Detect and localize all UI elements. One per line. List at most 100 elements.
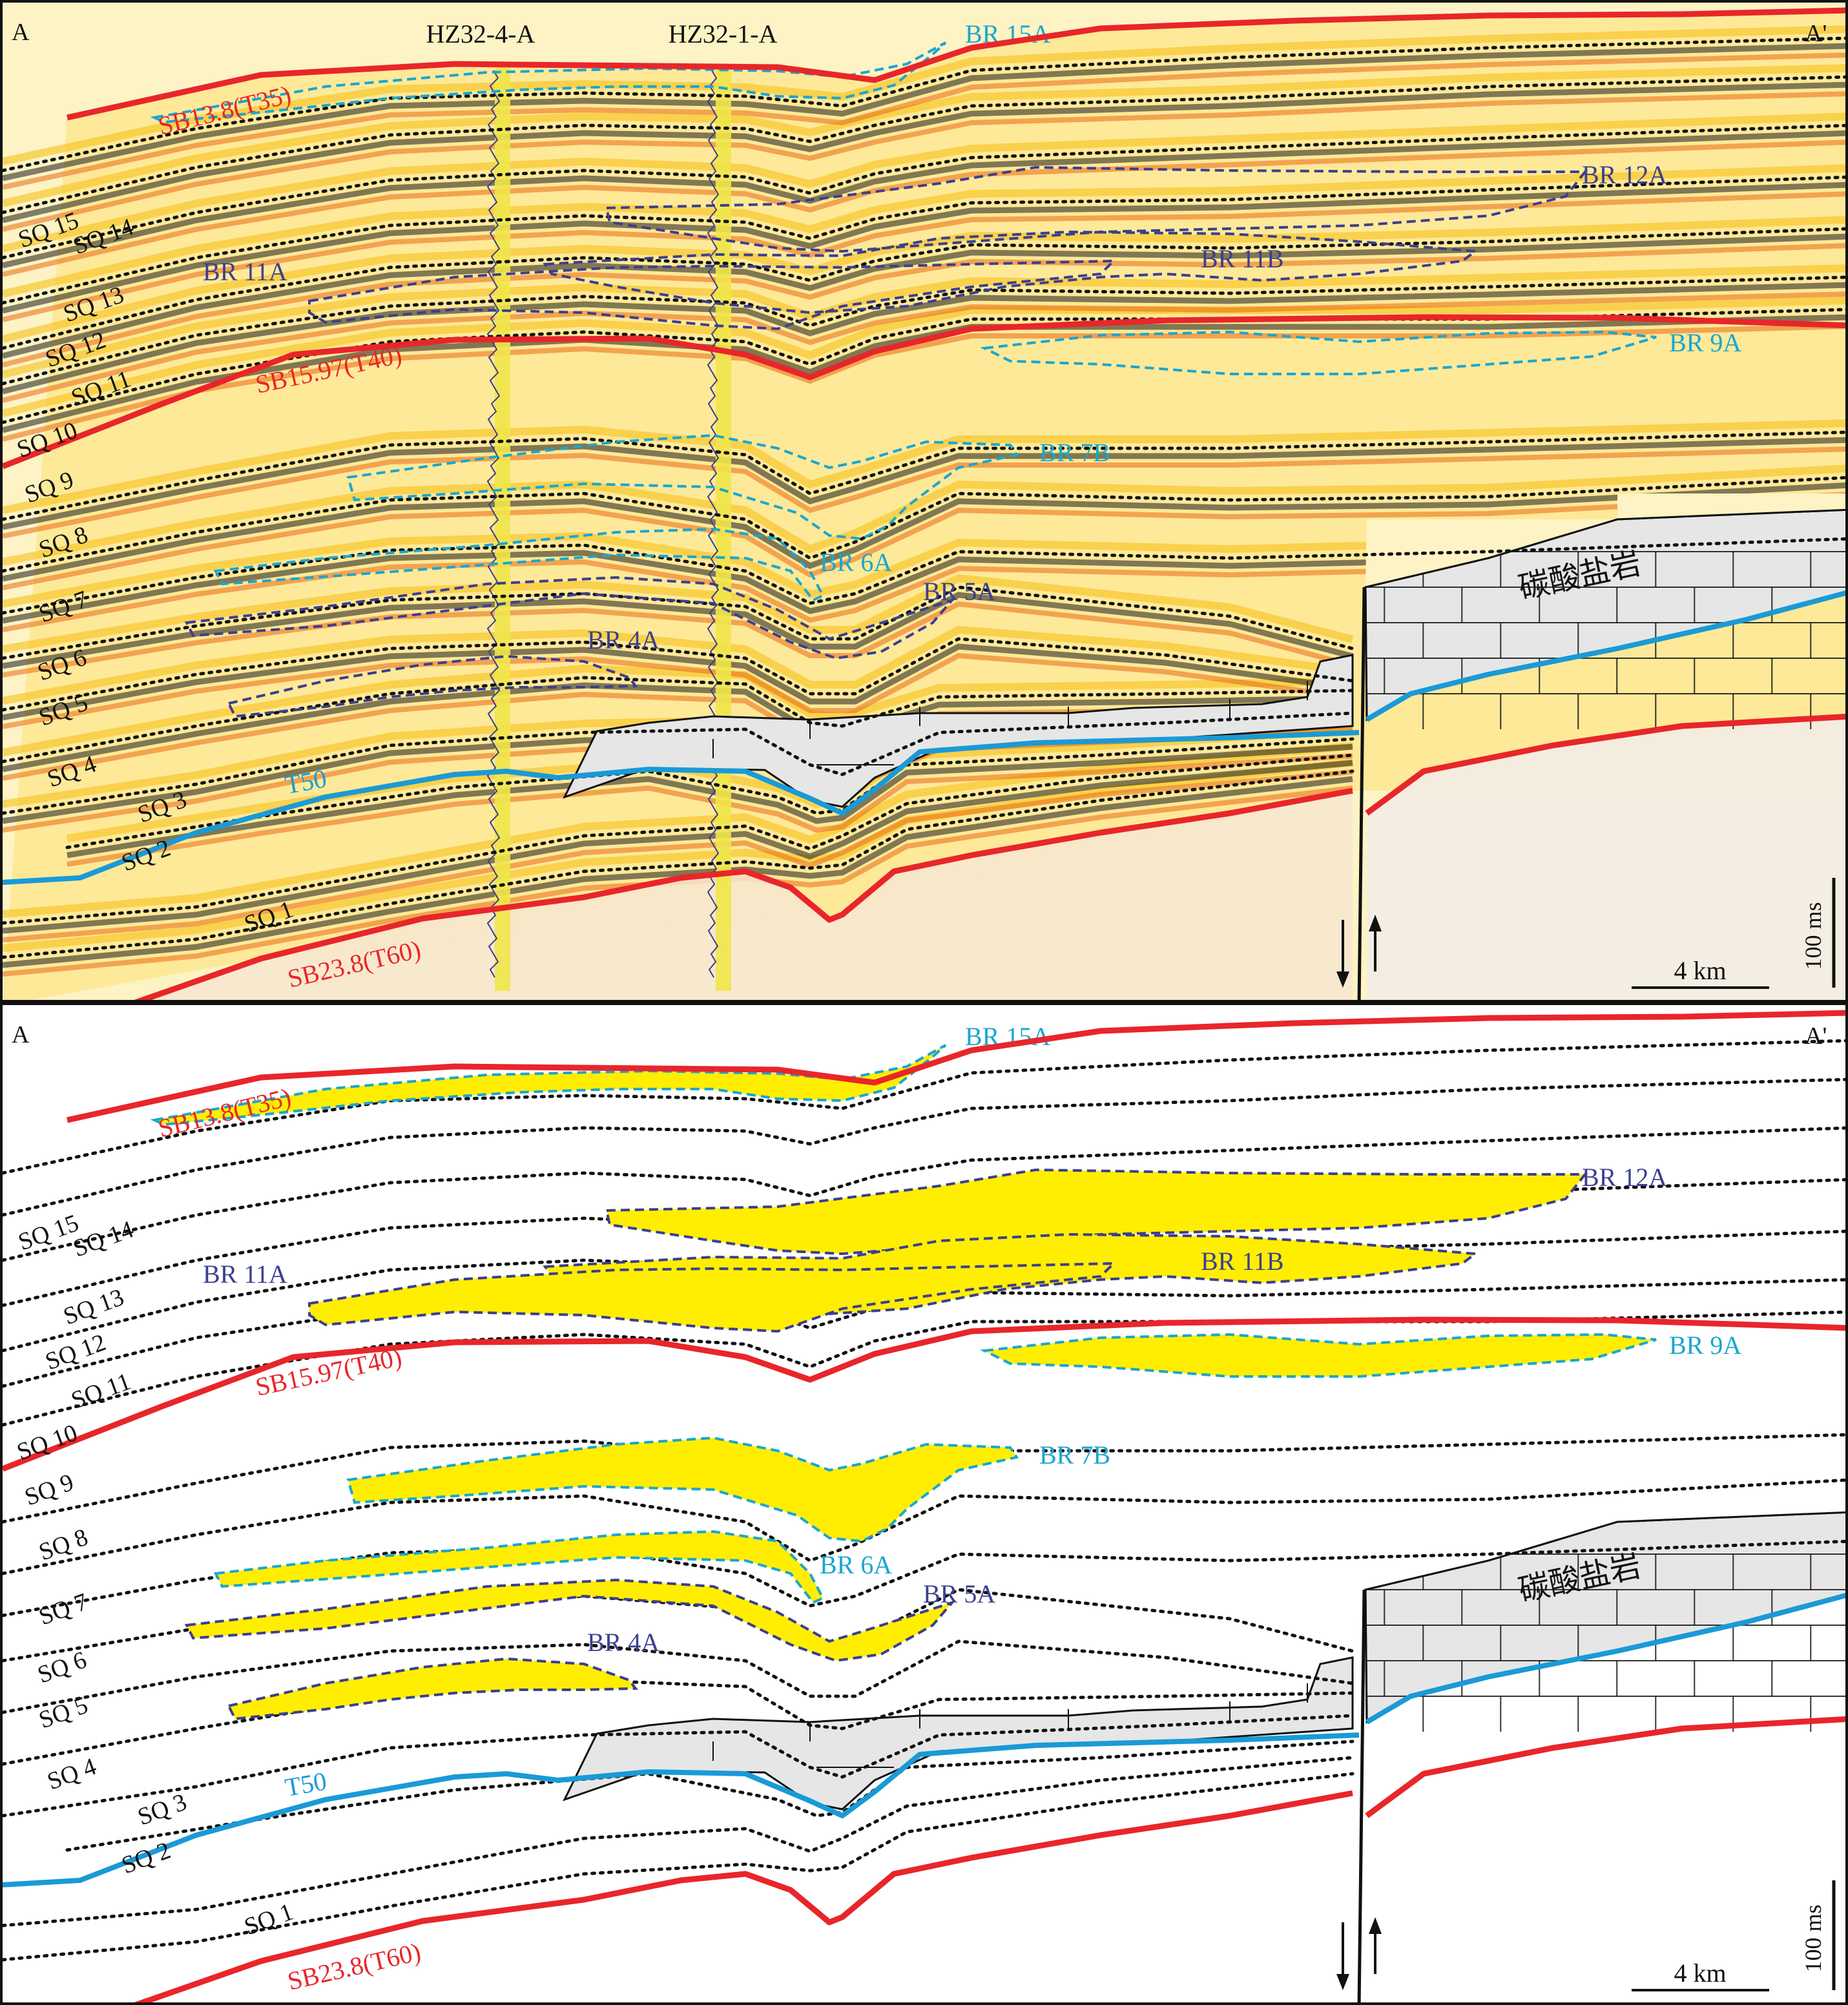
reflector-yellow	[3, 112, 1845, 253]
sequence-label: SQ 9	[21, 1469, 78, 1512]
well-label-hz32-4-a: HZ32-4-A	[426, 19, 535, 48]
sequence-boundary-line	[3, 175, 1845, 305]
reflector-dark	[3, 43, 1845, 182]
reservoir-label-br11a: BR 11A	[203, 257, 287, 286]
boundary-t50	[3, 730, 1360, 885]
distance-scale-label: 4 km	[1674, 1958, 1726, 1988]
reflector-yellow	[3, 464, 1845, 566]
sequence-label: SQ 8	[36, 1524, 92, 1566]
sequence-boundary-line	[3, 1126, 1845, 1262]
reservoir-body-br7b	[346, 433, 1019, 541]
sequence-boundary-line	[3, 123, 1845, 260]
sequence-boundary-line	[3, 430, 1845, 521]
label-t50: T50	[283, 764, 329, 800]
boundary-sb23-8-right	[1365, 1716, 1845, 1818]
reservoir-label-br11b: BR 11B	[1201, 1247, 1284, 1276]
reflector-dark	[3, 437, 1845, 530]
reflector-yellow	[3, 574, 1354, 653]
reflector-dark	[3, 314, 1845, 433]
reflector-orange	[3, 769, 1353, 942]
label-sb23-8: SB23.8(T60)	[285, 1937, 424, 1996]
reflector-yellow	[3, 64, 1845, 207]
fault-line	[1357, 587, 1366, 1000]
reflector-yellow	[3, 419, 1845, 514]
fault-arrowhead	[1369, 915, 1382, 931]
reflector-yellow	[3, 216, 1845, 343]
profile-end-label: A'	[1805, 20, 1827, 47]
sequence-label: SQ 5	[36, 1692, 92, 1734]
sequence-label: SQ 1	[241, 1898, 297, 1941]
reservoir-body-br9a	[980, 1333, 1657, 1378]
well-log-curve	[707, 70, 720, 978]
fault-arrowhead	[1336, 1974, 1349, 1990]
reservoir-label-br11b: BR 11B	[1201, 244, 1284, 273]
reflector-orange	[3, 91, 1845, 232]
reservoir-label-br7b: BR 7B	[1039, 1440, 1110, 1470]
reservoir-body-br4a	[227, 654, 638, 718]
reservoir-label-br12a: BR 12A	[1582, 1163, 1667, 1192]
reflector-dark	[3, 482, 1845, 582]
sequence-label: SQ 15	[15, 1209, 83, 1256]
sequence-boundary-line	[3, 1772, 1355, 1962]
boundary-t50	[3, 1732, 1360, 1887]
sequence-label: SQ 7	[36, 1588, 92, 1631]
sequence-boundary-line	[3, 475, 1845, 573]
profile-end-label: A'	[1805, 1023, 1827, 1050]
boundary-sb23-8	[134, 787, 1353, 1000]
sequence-boundary-line	[3, 1077, 1845, 1217]
reflector-orange	[3, 291, 1845, 403]
reservoir-body-br4a	[227, 1657, 638, 1721]
carbonate-mask	[1617, 1496, 1845, 1522]
reservoir-body-br12a	[605, 165, 1588, 253]
sequence-boundary-line	[65, 1740, 1355, 1852]
reservoir-body-br9a	[980, 330, 1657, 375]
reflector-yellow	[3, 264, 1845, 379]
basement-zone-right	[1367, 716, 1845, 1000]
reservoir-body-br11a	[308, 259, 1117, 331]
reflector-orange	[3, 52, 1845, 190]
reflector-dark	[3, 81, 1845, 223]
reflector-yellow	[3, 164, 1845, 298]
distance-scale-label: 4 km	[1674, 956, 1726, 985]
reflector-yellow	[3, 742, 1353, 918]
reservoir-label-br12a: BR 12A	[1582, 160, 1667, 189]
reservoir-label-br9a: BR 9A	[1669, 328, 1741, 357]
reservoir-body-br7b	[346, 1436, 1019, 1543]
reflector-dark	[3, 643, 1353, 721]
boundary-sb23-8	[134, 1790, 1353, 2002]
profile-start-label: A	[12, 1021, 30, 1048]
reservoir-label-br6a: BR 6A	[820, 1550, 892, 1579]
reservoir-label-br11a: BR 11A	[203, 1260, 287, 1289]
fault-line	[1357, 1589, 1366, 2002]
reservoir-body-br12a	[605, 1168, 1588, 1256]
sequence-boundary-line	[3, 1039, 1845, 1175]
boundary-sb15-97	[3, 314, 1845, 470]
reservoir-body-br5a	[184, 1578, 957, 1663]
profile-start-label: A	[12, 19, 30, 46]
seismic-section-panel: 碳酸盐岩 BR 15A BR 12A BR 11B BR 11A BR 9A BR 7B BR…	[0, 0, 1848, 1002]
reflector-dark	[3, 776, 1353, 968]
reflector-orange	[3, 191, 1845, 322]
sequence-boundary-line	[3, 711, 1355, 815]
reflector-orange	[3, 492, 1845, 590]
carbonate-mask	[1365, 1522, 1488, 1590]
reservoir-body-br6a	[213, 1530, 825, 1605]
reflector-yellow	[3, 625, 1353, 705]
sequence-boundary-line	[3, 1478, 1845, 1575]
reflector-dark	[67, 743, 1353, 858]
reservoir-body-br6a	[213, 527, 825, 602]
reflector-orange	[3, 140, 1845, 277]
reflector-orange	[3, 446, 1845, 539]
reflector-yellow	[3, 25, 1845, 165]
reflector-orange	[3, 601, 1354, 678]
reflector-dark	[3, 233, 1845, 359]
sequence-label: SQ 6	[34, 1647, 90, 1689]
boundary-sb23-8-right	[1365, 713, 1845, 816]
reservoir-label-br5a: BR 5A	[923, 577, 995, 606]
sequence-boundary-line	[3, 36, 1845, 172]
carbonate-mask	[1617, 493, 1845, 519]
carbonate-mask	[1365, 519, 1488, 587]
sequence-boundary-line	[3, 1756, 1355, 1927]
